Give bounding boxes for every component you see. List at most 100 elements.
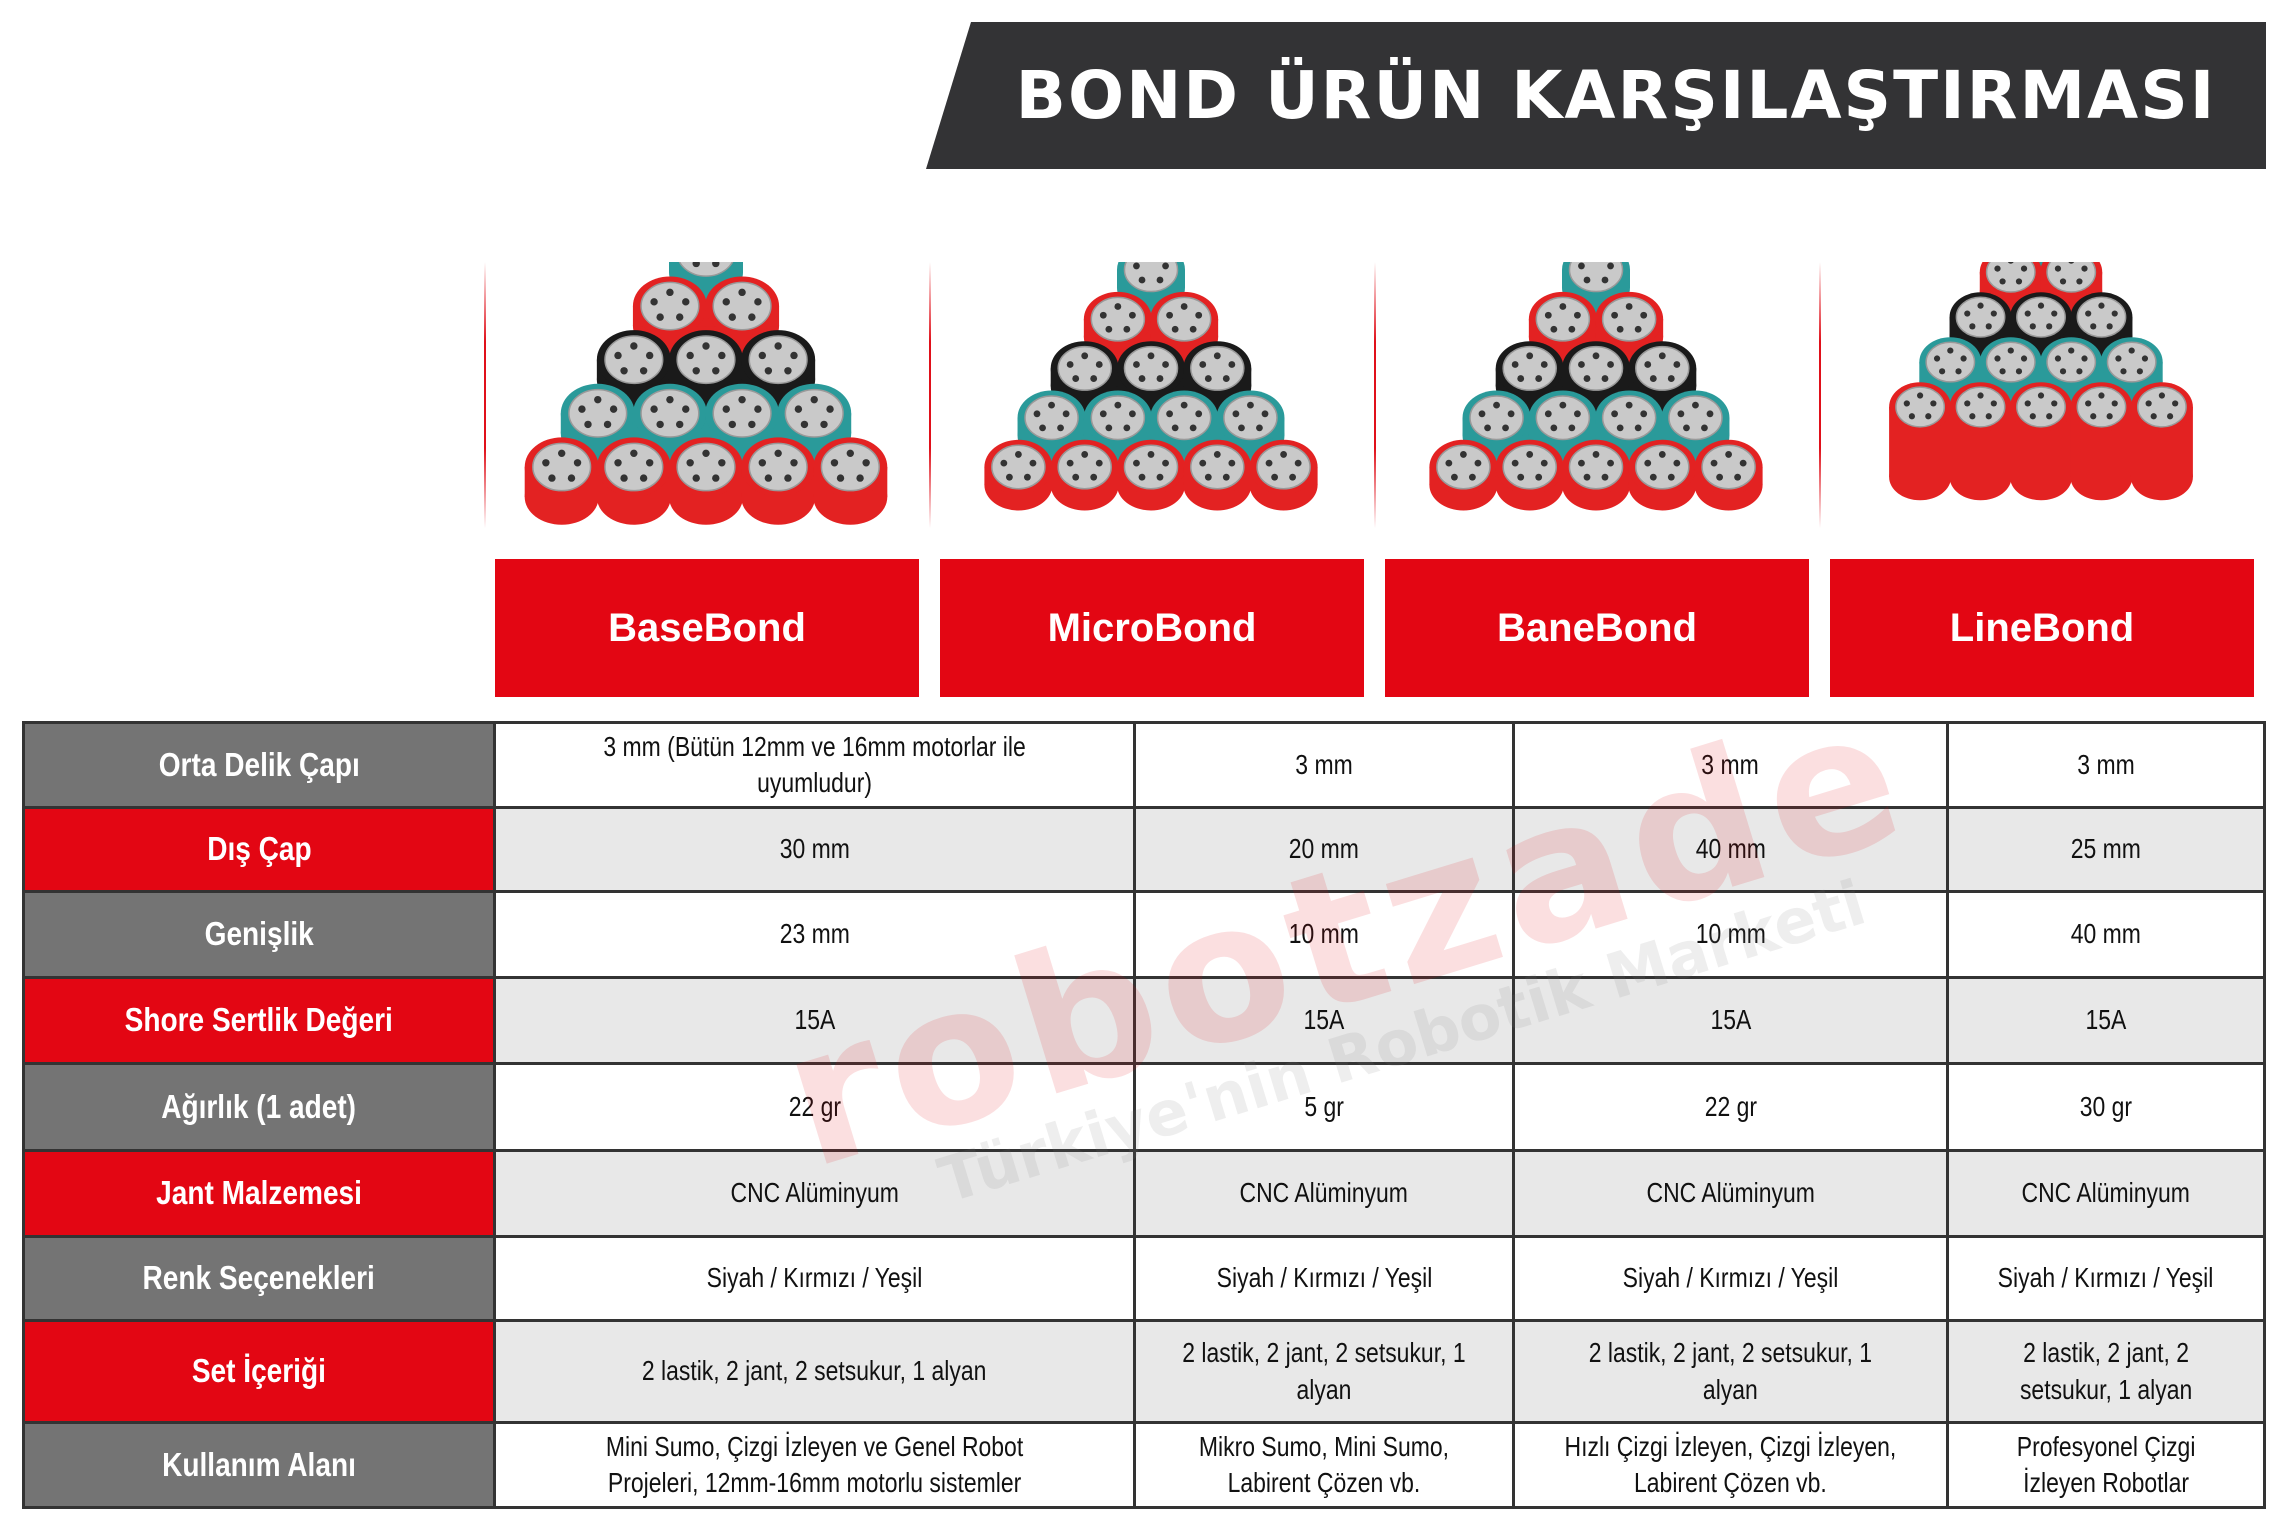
wheel [1117,439,1185,511]
divider [484,262,486,528]
product-header-linebond: LineBond [1830,559,2254,697]
wheel [1889,382,1952,501]
cell-microbond: 20 mm [1133,806,1516,893]
cell-banebond: 40 mm [1512,806,1949,893]
cell-microbond: 10 mm [1133,890,1516,979]
cell-banebond: 2 lastik, 2 jant, 2 setsukur, 1 alyan [1512,1319,1949,1424]
row-label-text: Set İçeriği [191,1352,327,1390]
cell-text: Siyah / Kırmızı / Yeşil [1998,1262,2214,1294]
table-row: Orta Delik Çapı 3 mm (Bütün 12mm ve 16mm … [22,721,2267,809]
wheel [524,437,599,525]
table-row: Shore Sertlik Değeri 15A 15A 15A 15A [22,976,2267,1065]
cell-text: 5 gr [1304,1090,1344,1122]
wheel [1628,439,1697,511]
product-header-banebond: BaneBond [1385,559,1809,697]
cell-linebond: 2 lastik, 2 jant, 2 setsukur, 1 alyan [1945,1319,2267,1424]
wheel [1949,382,2012,501]
cell-text: 2 lastik, 2 jant, 2 setsukur, 1 alyan [2019,1337,2193,1405]
cell-text: 30 mm [779,833,850,865]
cell-basebond: 3 mm (Bütün 12mm ve 16mm motorlar ile uy… [492,721,1137,809]
wheel [632,276,707,354]
row-label-text: Genişlik [204,915,314,953]
cell-text: CNC Alüminyum [730,1177,899,1209]
table-row: Genişlik 23 mm 10 mm 10 mm 40 mm [22,890,2267,979]
cell-banebond: 15A [1512,976,1949,1065]
table-row: Ağırlık (1 adet) 22 gr 5 gr 22 gr 30 gr [22,1062,2267,1152]
cell-text: Siyah / Kırmızı / Yeşil [1622,1262,1839,1294]
cell-basebond: 15A [492,976,1137,1065]
row-label-text: Shore Sertlik Değeri [124,1001,394,1039]
cell-text: 2 lastik, 2 jant, 2 setsukur, 1 alyan [1182,1337,1466,1405]
product-image-microbond [929,262,1374,528]
row-label-text: Ağırlık (1 adet) [161,1087,357,1125]
cell-microbond: CNC Alüminyum [1133,1149,1516,1238]
comparison-table: Orta Delik Çapı 3 mm (Bütün 12mm ve 16mm … [22,721,2267,1509]
cell-text: 15A [794,1004,835,1036]
cell-microbond: Mikro Sumo, Mini Sumo, Labirent Çözen vb… [1133,1421,1516,1509]
wheel [984,439,1053,511]
cell-text: 22 gr [1704,1090,1757,1122]
page-title: BOND ÜRÜN KARŞILAŞTIRMASI [1015,57,2217,134]
row-label: Genişlik [22,890,496,979]
cell-microbond: 2 lastik, 2 jant, 2 setsukur, 1 alyan [1133,1319,1516,1424]
row-label: Kullanım Alanı [22,1421,496,1509]
divider [929,262,931,528]
cell-text: 3 mm [2077,748,2135,780]
cell-microbond: 3 mm [1133,721,1516,809]
cell-text: 10 mm [1288,918,1360,950]
wheel [1562,439,1630,511]
row-label-text: Jant Malzemesi [156,1174,362,1212]
row-label-text: Orta Delik Çapı [158,745,360,783]
cell-text: 3 mm [1701,748,1760,780]
cell-basebond: 22 gr [492,1062,1137,1152]
product-header-microbond: MicroBond [940,559,1364,697]
row-label-text: Dış Çap [206,830,312,868]
row-label: Dış Çap [22,806,496,893]
row-label: Orta Delik Çapı [22,721,496,809]
row-label: Renk Seçenekleri [22,1235,496,1322]
table-row: Renk Seçenekleri Siyah / Kırmızı / Yeşil S… [22,1235,2267,1322]
wheel [1628,341,1697,412]
wheel [1083,291,1152,363]
wheel [2130,382,2193,501]
product-header-basebond: BaseBond [495,559,919,697]
cell-microbond: 15A [1133,976,1516,1065]
cell-text: 3 mm [1295,748,1353,780]
wheel [741,437,816,525]
cell-text: 40 mm [2070,918,2141,950]
table-row: Set İçeriği 2 lastik, 2 jant, 2 setsukur,… [22,1319,2267,1424]
cell-banebond: Siyah / Kırmızı / Yeşil [1512,1235,1949,1322]
row-label-text: Kullanım Alanı [162,1445,356,1483]
table-row: Kullanım Alanı Mini Sumo, Çizgi İzleyen v… [22,1421,2267,1509]
row-label: Jant Malzemesi [22,1149,496,1238]
cell-basebond: 30 mm [492,806,1137,893]
cell-basebond: 2 lastik, 2 jant, 2 setsukur, 1 alyan [492,1319,1137,1424]
cell-linebond: 15A [1945,976,2267,1065]
cell-basebond: Siyah / Kırmızı / Yeşil [492,1235,1137,1322]
cell-banebond: CNC Alüminyum [1512,1149,1949,1238]
cell-text: Profesyonel Çizgi İzleyen Robotlar [2016,1430,2196,1498]
wheel [1495,439,1564,511]
cell-banebond: 22 gr [1512,1062,1949,1152]
cell-text: 15A [2085,1004,2127,1036]
cell-linebond: 30 gr [1945,1062,2267,1152]
cell-banebond: 10 mm [1512,890,1949,979]
wheel [2040,337,2103,406]
cell-linebond: 3 mm [1945,721,2267,809]
cell-text: Siyah / Kırmızı / Yeşil [706,1262,923,1294]
row-label: Set İçeriği [22,1319,496,1424]
wheel [2070,382,2133,501]
cell-basebond: Mini Sumo, Çizgi İzleyen ve Genel Robot … [492,1421,1137,1509]
cell-text: 20 mm [1288,833,1360,865]
wheel [813,437,888,525]
wheel [1249,439,1318,511]
cell-text: Siyah / Kırmızı / Yeşil [1216,1262,1432,1294]
row-label-text: Renk Seçenekleri [142,1259,376,1297]
cell-text: CNC Alüminyum [1239,1177,1409,1209]
cell-basebond: 23 mm [492,890,1137,979]
cell-microbond: 5 gr [1133,1062,1516,1152]
product-image-basebond [484,262,929,528]
wheel [1050,439,1119,511]
cell-linebond: CNC Alüminyum [1945,1149,2267,1238]
cell-text: 3 mm (Bütün 12mm ve 16mm motorlar ile uy… [603,730,1026,798]
